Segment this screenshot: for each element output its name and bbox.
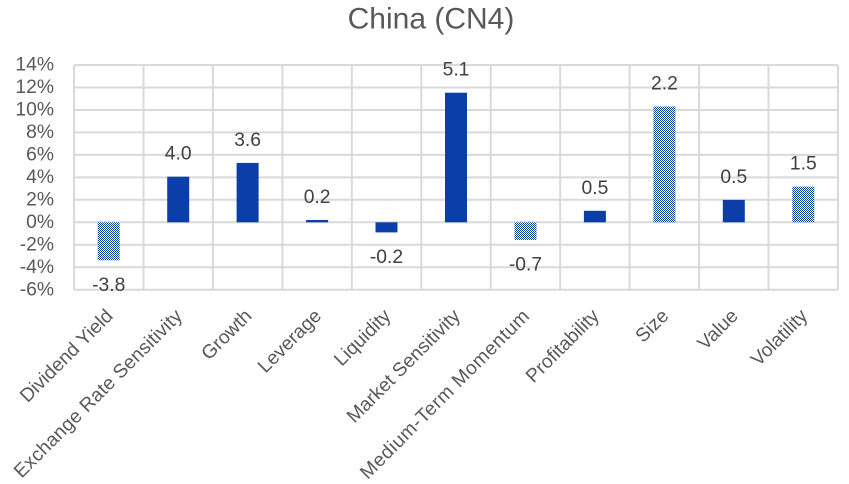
svg-text:-0.2: -0.2 — [370, 247, 403, 268]
svg-text:14%: 14% — [15, 55, 54, 76]
svg-text:2.2: 2.2 — [651, 74, 678, 95]
svg-text:-3.8: -3.8 — [92, 275, 125, 296]
svg-text:China (CN4): China (CN4) — [348, 2, 515, 35]
svg-text:-4%: -4% — [20, 257, 54, 278]
svg-text:6%: 6% — [26, 145, 54, 166]
svg-text:4%: 4% — [26, 167, 54, 188]
svg-text:12%: 12% — [15, 77, 54, 98]
svg-text:3.6: 3.6 — [234, 130, 261, 151]
svg-text:2%: 2% — [26, 190, 54, 211]
svg-text:-0.7: -0.7 — [509, 254, 542, 275]
svg-text:0.5: 0.5 — [581, 178, 608, 199]
svg-text:0.2: 0.2 — [304, 187, 331, 208]
svg-text:8%: 8% — [26, 122, 54, 143]
svg-text:4.0: 4.0 — [165, 144, 192, 165]
svg-text:0%: 0% — [26, 212, 54, 233]
svg-text:1.5: 1.5 — [790, 154, 817, 175]
svg-text:-6%: -6% — [20, 279, 54, 300]
svg-text:-2%: -2% — [20, 235, 54, 256]
svg-text:10%: 10% — [15, 100, 54, 121]
svg-text:5.1: 5.1 — [443, 60, 470, 81]
svg-text:0.5: 0.5 — [720, 167, 747, 188]
